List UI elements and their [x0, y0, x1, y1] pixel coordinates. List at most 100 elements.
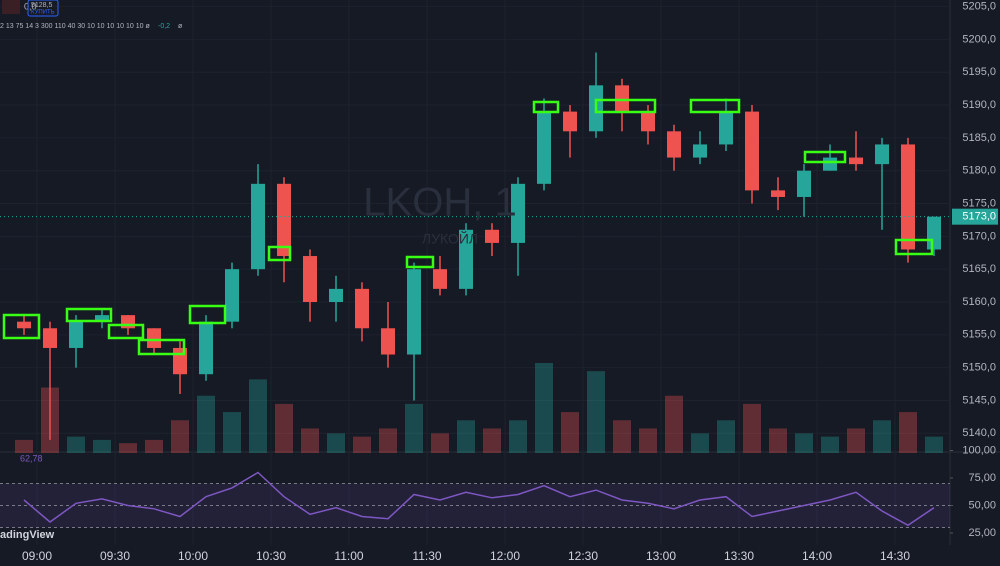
volume-bar	[535, 363, 553, 453]
buy-price: 5128,5	[31, 2, 53, 9]
volume-bar	[119, 443, 137, 453]
rsi-value: 62,78	[20, 453, 43, 463]
candle-body	[641, 111, 655, 132]
volume-bar	[145, 439, 163, 453]
candle-body	[771, 190, 785, 197]
volume-bar	[899, 412, 917, 453]
y-tick-label: 5170,0	[962, 230, 996, 242]
rsi-tick-label: 25,00	[968, 527, 996, 539]
volume-bar	[301, 428, 319, 453]
candle-body	[147, 328, 161, 348]
x-tick-label: 14:30	[880, 549, 910, 563]
volume-bar	[847, 428, 865, 453]
candle-body	[381, 328, 395, 355]
candle-body	[927, 216, 941, 250]
last-price-label: 5173,0	[962, 211, 996, 223]
volume-bar	[223, 412, 241, 453]
volume-bar	[925, 436, 943, 453]
volume-bar	[15, 439, 33, 453]
rsi-line	[23, 471, 935, 527]
volume-bar	[353, 436, 371, 453]
box	[65, 307, 113, 323]
candle-body	[537, 111, 551, 184]
candle-body	[17, 321, 31, 329]
candle-body	[875, 144, 889, 165]
x-tick-label: 12:00	[490, 549, 520, 563]
volume-bar	[691, 433, 709, 453]
x-tick-label: 13:30	[724, 549, 754, 563]
y-tick-label: 5200,0	[962, 33, 996, 45]
x-tick-label: 11:30	[412, 549, 441, 563]
box	[803, 150, 847, 164]
candle-body	[745, 111, 759, 191]
volume-bar	[379, 428, 397, 453]
y-tick-label: 5180,0	[962, 165, 996, 177]
buy-label: КУПИТЬ	[31, 10, 55, 16]
candle-body	[251, 183, 265, 270]
candle-body	[95, 315, 109, 322]
volume-bar	[769, 428, 787, 453]
volume-bar	[509, 420, 527, 453]
candle-body	[615, 85, 629, 112]
volume-bar	[873, 420, 891, 453]
box	[107, 323, 145, 340]
volume-bar	[457, 420, 475, 453]
x-tick-label: 13:00	[646, 549, 676, 563]
volume-bar	[249, 379, 267, 453]
indicator-end: ø	[178, 23, 183, 30]
rsi-tick-label: 50,00	[968, 499, 996, 511]
candle-body	[693, 144, 707, 158]
box	[894, 238, 934, 256]
candle-body	[355, 288, 369, 329]
x-tick-label: 10:30	[256, 549, 286, 563]
volume-bar	[405, 403, 423, 453]
x-tick-label: 10:00	[178, 549, 208, 563]
volume-bar	[665, 395, 683, 453]
volume-bar	[587, 371, 605, 453]
indicator-params: 2 13 75 14 3 300 110 40 30 10 10 10 10 1…	[0, 23, 150, 30]
candle-body	[199, 321, 213, 375]
indicator-change: -0,2	[158, 23, 170, 30]
candle-body	[901, 144, 915, 250]
candle-body	[797, 170, 811, 197]
volume-bar	[483, 428, 501, 453]
volume-bar	[171, 420, 189, 453]
candle-body	[225, 269, 239, 322]
x-tick-label: 09:30	[100, 549, 130, 563]
candle-body	[485, 229, 499, 243]
rsi-tick-label: 75,00	[968, 472, 996, 484]
y-tick-label: 5145,0	[962, 394, 996, 406]
candle-body	[121, 315, 135, 329]
volume-bar	[743, 403, 761, 453]
candle-body	[433, 269, 447, 289]
volume-bar	[639, 428, 657, 453]
candle-body	[329, 288, 343, 302]
candle-body	[719, 111, 733, 145]
y-tick-label: 5150,0	[962, 362, 996, 374]
watermark-symbol: LKOH, 1	[363, 181, 516, 225]
candle-body	[849, 157, 863, 165]
candle-body	[511, 183, 525, 243]
volume-bar	[67, 436, 85, 453]
branding: adingView	[0, 529, 55, 541]
x-tick-label: 14:00	[802, 549, 832, 563]
toolbar-box[interactable]	[2, 0, 20, 14]
volume-bar	[197, 395, 215, 453]
volume-bar	[795, 433, 813, 453]
volume-bar	[821, 436, 839, 453]
box	[2, 313, 41, 340]
toolbar-value: 0,0	[24, 1, 37, 11]
volume-bar	[275, 403, 293, 453]
buy-button[interactable]	[27, 0, 59, 17]
y-tick-label: 5175,0	[962, 197, 996, 209]
candle-body	[459, 229, 473, 289]
y-tick-label: 5165,0	[962, 263, 996, 275]
box	[532, 100, 560, 114]
x-tick-label: 09:00	[22, 549, 52, 563]
y-tick-label: 5190,0	[962, 99, 996, 111]
box	[267, 245, 292, 262]
last-price-box	[952, 208, 998, 225]
box	[594, 98, 657, 114]
